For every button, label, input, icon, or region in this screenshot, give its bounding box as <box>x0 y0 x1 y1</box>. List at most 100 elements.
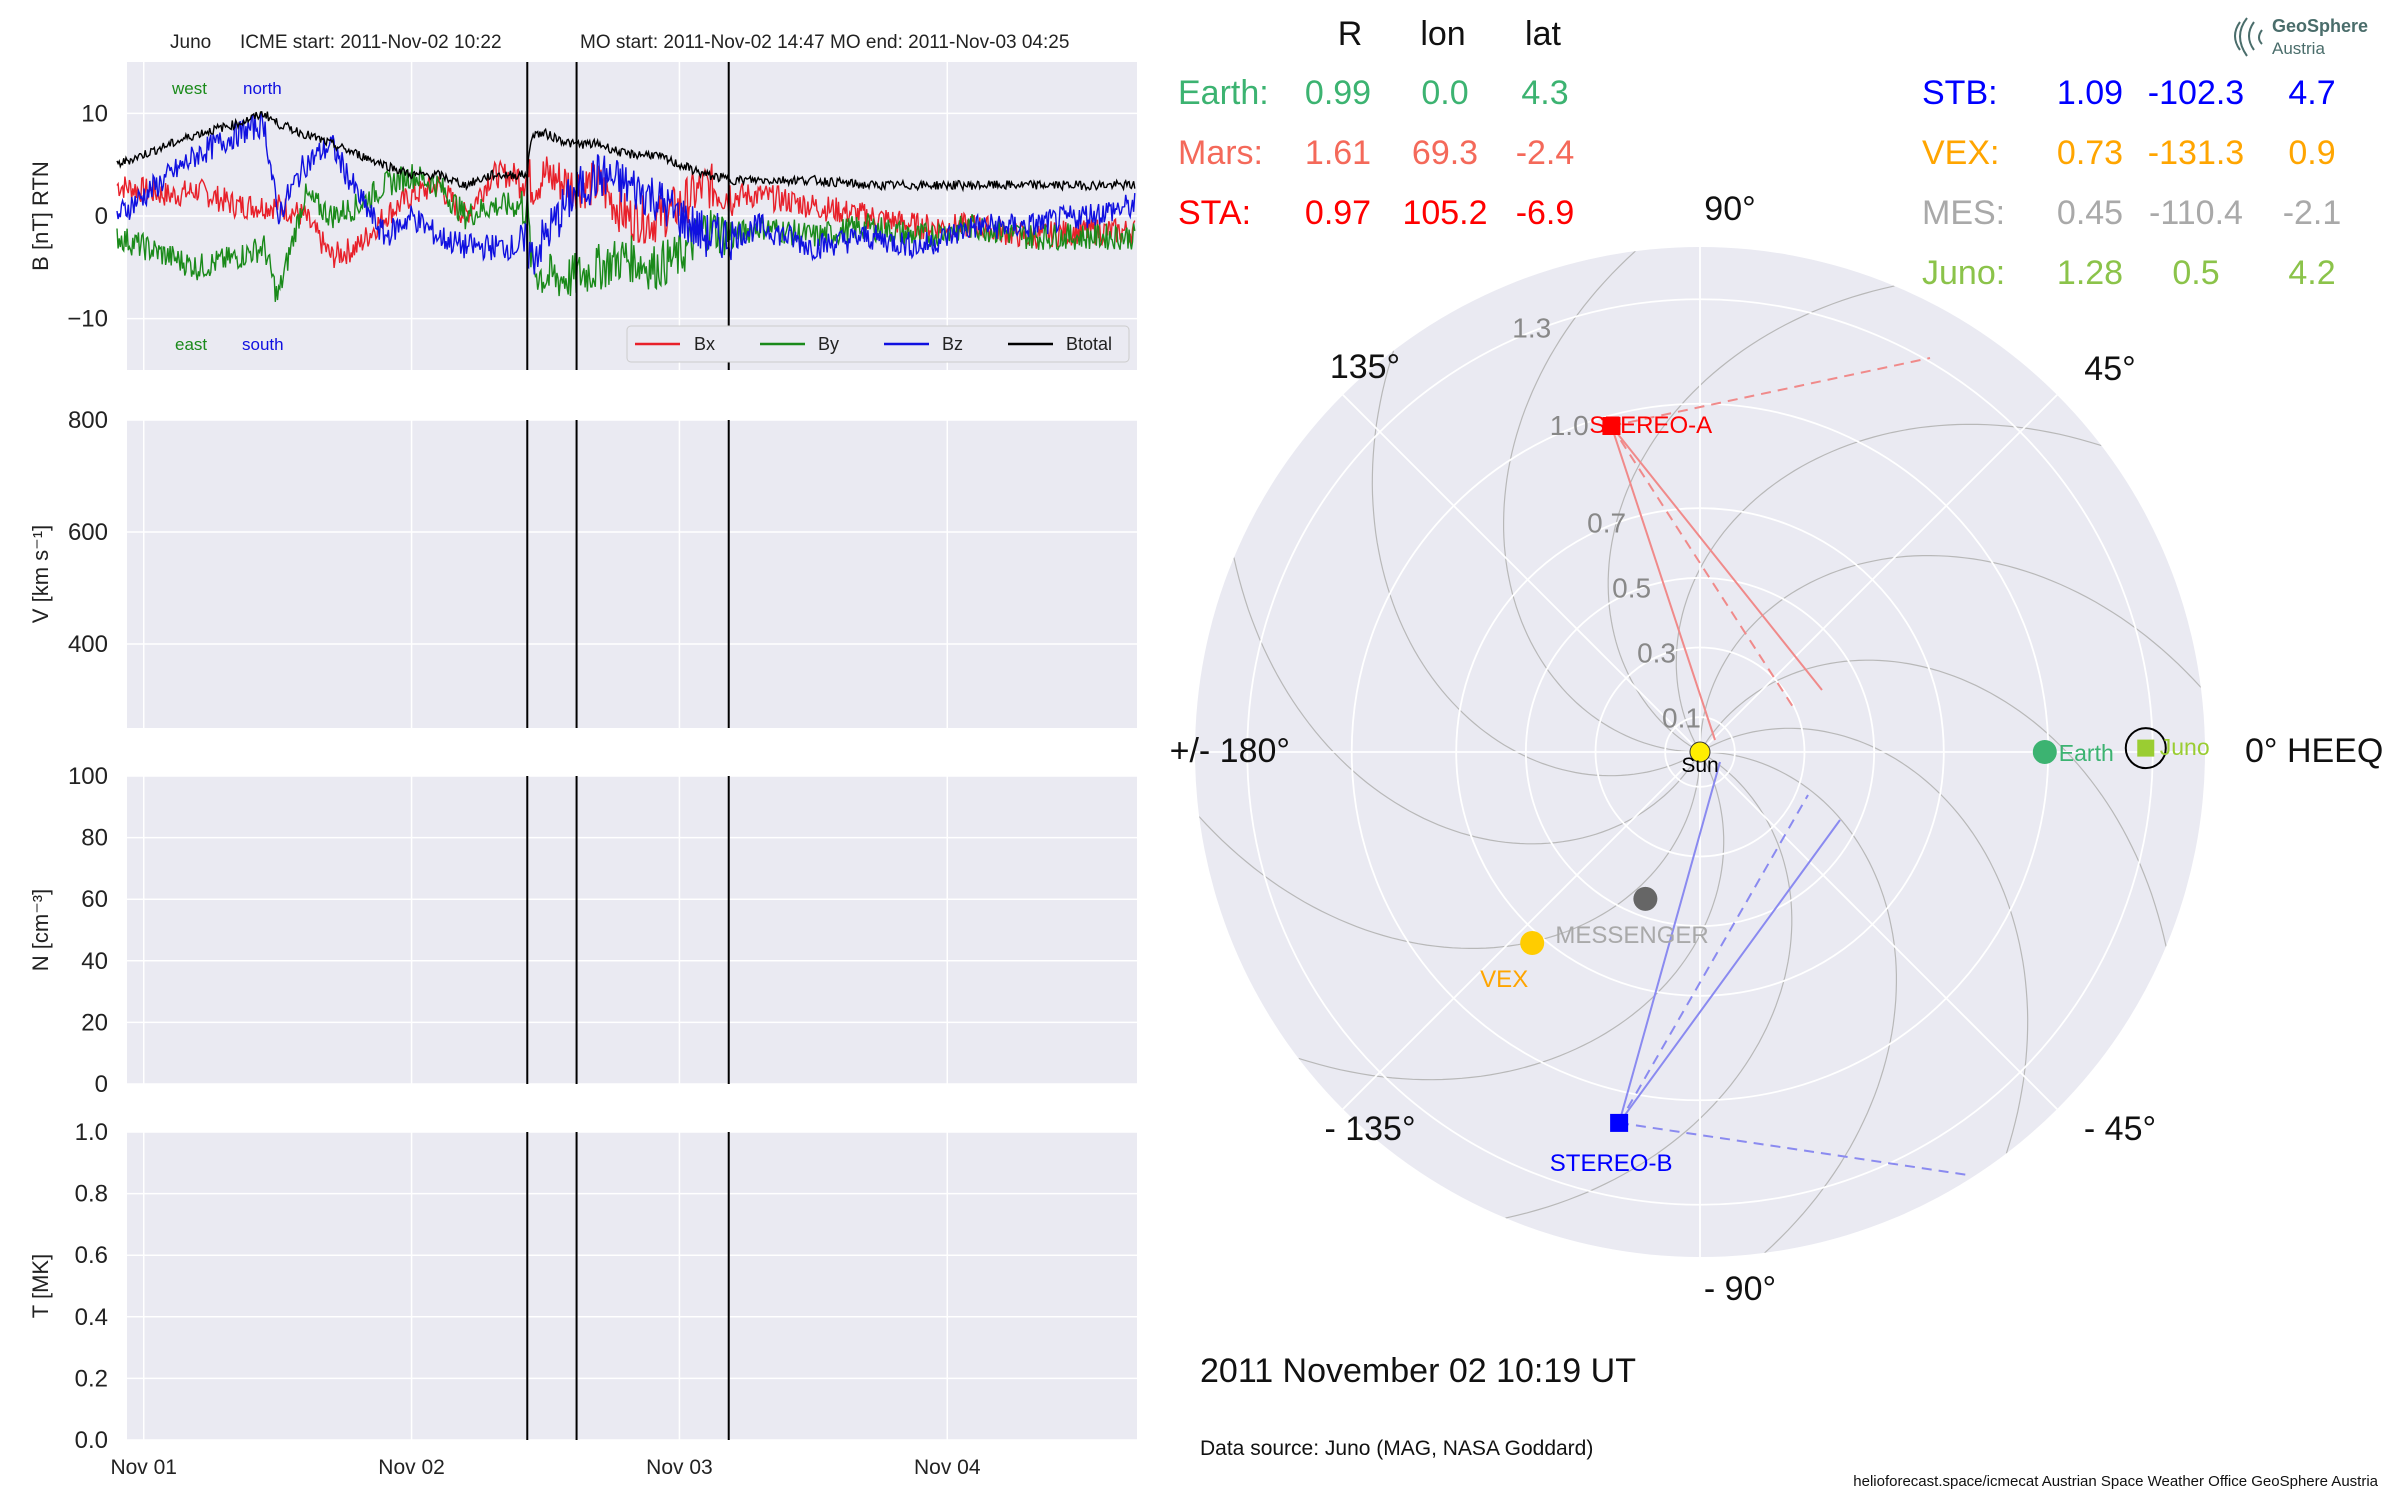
col-header-lat: lat <box>1525 15 1561 53</box>
stereo-b-marker <box>1610 1113 1629 1132</box>
juno-marker <box>2137 739 2155 757</box>
angle-spoke-315 <box>1699 751 2058 1110</box>
row-mes-lat: -2.1 <box>2283 194 2342 232</box>
stb-projection-line-3 <box>1618 1121 1969 1176</box>
row-vex-lat: 0.9 <box>2288 134 2335 172</box>
xtick-label-0: Nov 01 <box>110 1456 177 1479</box>
stb-projection-line-1 <box>1618 819 1841 1124</box>
t-panel-bg <box>127 1132 1137 1440</box>
ytick-t_panel-0: 1.0 <box>75 1119 108 1146</box>
ytick-b_panel-1: 0 <box>95 203 108 230</box>
row-mars-R: 1.61 <box>1305 134 1371 172</box>
parker-spiral-3 <box>1699 555 2202 753</box>
messenger-marker <box>1633 886 1658 911</box>
logo-line1: GeoSphere <box>2272 16 2368 36</box>
legend-by-label: By <box>818 334 839 354</box>
xtick-label-3: Nov 04 <box>914 1456 981 1479</box>
parker-spiral-6 <box>1503 250 1701 753</box>
parker-spiral-5 <box>1607 285 1895 753</box>
juno-label: Juno <box>2160 734 2210 760</box>
header-mo-end: MO end: 2011-Nov-03 04:25 <box>830 32 1069 53</box>
radial-label-2: 0.5 <box>1612 572 1651 603</box>
row-mes-lon: -110.4 <box>2149 194 2243 232</box>
vex-label: VEX <box>1480 966 1528 993</box>
row-juno-R: 1.28 <box>2057 254 2123 292</box>
ytick-n_panel-4: 20 <box>81 1009 108 1036</box>
b-ylabel: B [nT] RTN <box>28 161 53 271</box>
series-bz-line <box>116 112 1136 275</box>
row-vex-name: VEX: <box>1922 134 1999 172</box>
timeseries-panels: Juno ICME start: 2011-Nov-02 10:22 MO st… <box>28 32 1137 1479</box>
ytick-v_panel-0: 800 <box>68 407 108 434</box>
b-legend: Bx By Bz Btotal <box>626 325 1130 363</box>
angle-label-5: - 135° <box>1324 1110 1415 1148</box>
ytick-n_panel-2: 60 <box>81 886 108 913</box>
row-sta-name: STA: <box>1178 194 1251 232</box>
earth-marker <box>2032 740 2057 764</box>
row-sta-lon: 105.2 <box>1402 194 1487 232</box>
footer-timestamp: 2011 November 02 10:19 UT <box>1200 1352 1636 1390</box>
ytick-t_panel-3: 0.4 <box>75 1304 108 1331</box>
row-sta-R: 0.97 <box>1305 194 1371 232</box>
radial-label-1: 0.3 <box>1637 637 1676 668</box>
ytick-b_panel-2: −10 <box>67 306 108 333</box>
event-lines <box>526 62 730 1440</box>
ytick-t_panel-4: 0.2 <box>75 1365 108 1392</box>
sta-projection-line-0 <box>1610 425 1716 741</box>
polar-plot: 0.1 0.3 0.5 0.7 1.0 1.3 90° 45° 0° HEEQ - 45° - 9… <box>1170 190 2384 1308</box>
row-earth-lat: 4.3 <box>1521 74 1568 112</box>
parker-spiral-4 <box>1675 423 2102 753</box>
row-stb-lat: 4.7 <box>2288 74 2335 112</box>
sun-marker <box>1689 741 1711 763</box>
west-label: west <box>171 79 207 98</box>
angle-label-6: +/- 180° <box>1170 732 1290 770</box>
ytick-n_panel-1: 80 <box>81 825 108 852</box>
row-earth-lon: 0.0 <box>1421 74 1468 112</box>
angle-label-1: 45° <box>2084 350 2135 388</box>
parker-spiral-2 <box>1699 659 2167 947</box>
juno-ring <box>2124 727 2167 770</box>
radial-label-0: 0.1 <box>1662 702 1701 733</box>
east-label: east <box>175 335 207 354</box>
north-label: north <box>243 79 282 98</box>
geosphere-logo: GeoSphere Austria <box>2234 16 2368 58</box>
row-juno-name: Juno: <box>1922 254 2005 292</box>
angle-label-7: 135° <box>1330 348 1400 386</box>
ytick-t_panel-1: 0.8 <box>75 1181 108 1208</box>
series-bx-line <box>116 156 1136 268</box>
series-by-line <box>116 164 1136 302</box>
row-sta-lat: -6.9 <box>1516 194 1575 232</box>
stb-projection-line-0 <box>1618 761 1721 1124</box>
logo-line2: Austria <box>2272 39 2325 58</box>
t-ylabel: T [MK] <box>28 1254 53 1318</box>
angle-label-2: 0° HEEQ <box>2245 732 2383 770</box>
sun-label: Sun <box>1681 754 1718 777</box>
row-stb-lon: -102.3 <box>2148 74 2244 112</box>
stereo-a-marker <box>1602 416 1621 435</box>
ytick-v_panel-2: 400 <box>68 631 108 658</box>
footer-data-source: Data source: Juno (MAG, NASA Goddard) <box>1200 1437 1593 1460</box>
legend-bz-label: Bz <box>942 334 963 354</box>
stereo-a-label: STEREO-A <box>1589 412 1712 439</box>
row-mes-name: MES: <box>1922 194 2005 232</box>
col-header-lon: lon <box>1420 15 1465 53</box>
b-series <box>116 110 1136 302</box>
radial-label-4: 1.0 <box>1550 410 1589 441</box>
planet-markers: Sun Earth Juno STEREO-A STEREO-B VEX MESSENGER <box>1480 412 2209 1177</box>
radial-label-3: 0.7 <box>1587 507 1626 538</box>
parker-spiral-11 <box>1505 751 1793 1219</box>
projection-lines <box>1610 357 1969 1176</box>
angle-spoke-225 <box>1342 751 1701 1110</box>
ytick-t_panel-2: 0.6 <box>75 1242 108 1269</box>
ytick-n_panel-5: 0 <box>95 1071 108 1098</box>
header-spacecraft: Juno <box>170 32 211 53</box>
ytick-n_panel-0: 100 <box>68 763 108 790</box>
col-header-R: R <box>1338 15 1363 53</box>
ytick-v_panel-1: 600 <box>68 519 108 546</box>
ytick-t_panel-5: 0.0 <box>75 1427 108 1454</box>
ytick-n_panel-3: 40 <box>81 948 108 975</box>
radial-labels: 0.1 0.3 0.5 0.7 1.0 1.3 <box>1512 312 1701 733</box>
sta-projection-line-1 <box>1610 425 1823 691</box>
